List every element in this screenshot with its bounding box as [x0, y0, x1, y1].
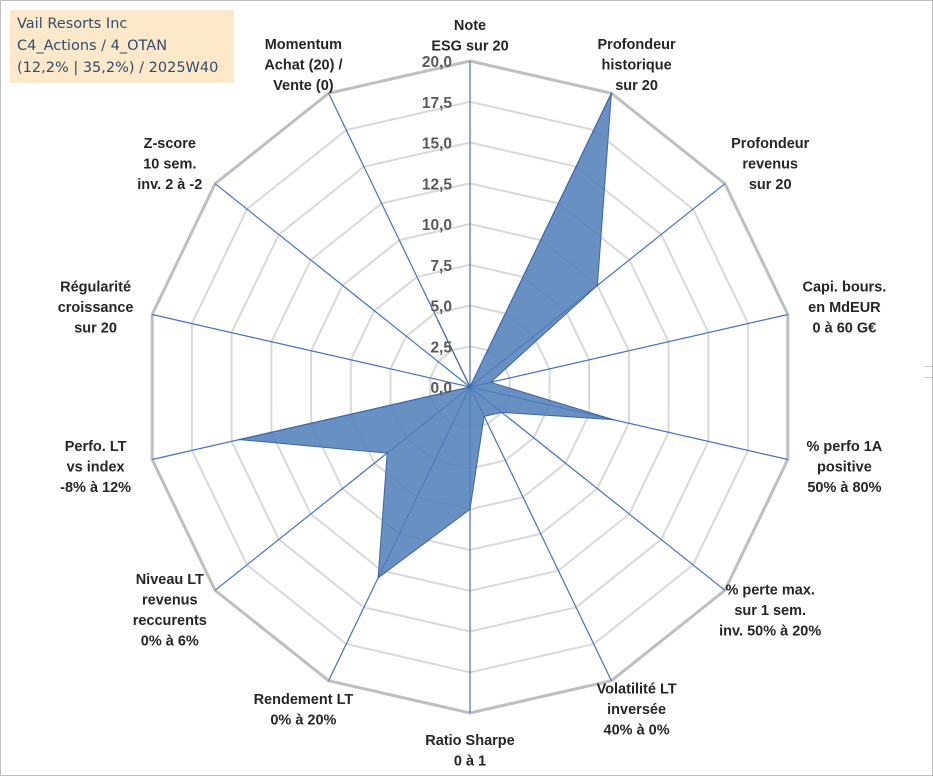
axis-label-line: inversée — [607, 702, 666, 718]
axis-label-3: Capi. bours. en MdEUR 0 à 60 G€ — [803, 280, 887, 337]
data-point-10 — [238, 438, 241, 441]
title-line-company: Vail Resorts Inc — [17, 16, 128, 32]
axis-label-line: revenus — [742, 157, 798, 173]
axis-label-line: vs index — [67, 459, 125, 475]
axis-label-2: Profondeur revenus sur 20 — [731, 136, 809, 193]
axis-label-line: historique — [602, 57, 672, 73]
axis-label-line: Profondeur — [598, 37, 676, 53]
spoke-12 — [214, 183, 471, 388]
spoke-6 — [469, 386, 612, 681]
axis-label-line: Niveau LT — [136, 572, 204, 588]
axis-label-line: 0 à 1 — [454, 754, 486, 770]
axis-label-line: sur 20 — [615, 78, 658, 94]
axis-label-line: Vente (0) — [273, 78, 334, 94]
axis-label-line: 0% à 6% — [141, 634, 199, 650]
axis-label-7: Ratio Sharpe 0 à 1 — [425, 733, 514, 770]
axis-label-12: Z-score 10 sem. inv. 2 à -2 — [137, 136, 202, 193]
tick-label-0: 0,0 — [430, 380, 452, 397]
data-point-7 — [469, 508, 471, 511]
data-point-5 — [501, 411, 503, 414]
axis-label-line: inv. 50% à 20% — [719, 623, 821, 639]
title-line-stats: (12,2% | 35,2%) / 2025W40 — [17, 60, 219, 76]
tick-label-5: 12,5 — [422, 176, 453, 193]
axis-label-line: reccurents — [133, 613, 207, 629]
spoke-3 — [469, 313, 788, 388]
axis-label-line: sur 20 — [74, 321, 117, 337]
axis-label-line: croissance — [58, 300, 134, 316]
axis-label-line: Perfo. LT — [65, 439, 127, 455]
axis-label-10: Perfo. LT vs index -8% à 12% — [60, 439, 131, 496]
axis-label-line: % perfo 1A — [807, 439, 883, 455]
axis-label-line: 40% à 0% — [604, 723, 670, 739]
axis-label-line: Z-score — [144, 136, 196, 152]
series-layer — [238, 92, 614, 579]
axis-label-8: Rendement LT 0% à 20% — [254, 692, 354, 729]
axis-label-5: % perte max. sur 1 sem. inv. 50% à 20% — [719, 582, 821, 639]
data-point-4 — [612, 418, 614, 421]
axis-label-line: Profondeur — [731, 136, 809, 152]
data-point-9 — [386, 452, 389, 454]
data-point-8 — [377, 577, 379, 579]
tick-label-8: 20,0 — [422, 54, 452, 71]
axis-label-line: sur 1 sem. — [734, 603, 806, 619]
data-point-3 — [489, 381, 492, 384]
tick-label-7: 17,5 — [422, 95, 453, 112]
tick-label-1: 2,5 — [430, 339, 452, 356]
axis-label-line: revenus — [142, 593, 198, 609]
spoke-11 — [152, 313, 471, 388]
axis-label-line: en MdEUR — [808, 300, 881, 316]
axis-label-line: Capi. bours. — [803, 280, 887, 296]
data-point-13 — [437, 320, 440, 322]
resize-handle[interactable] — [924, 366, 932, 378]
axis-label-line: inv. 2 à -2 — [137, 177, 202, 193]
axis-label-line: 10 sem. — [143, 157, 196, 173]
axis-label-line: 50% à 80% — [807, 480, 881, 496]
tick-label-2: 5,0 — [430, 299, 452, 316]
axis-label-4: % perfo 1A positive 50% à 80% — [807, 439, 883, 496]
chart-title-box: Vail Resorts Inc C4_Actions / 4_OTAN (12… — [10, 10, 234, 83]
spoke-5 — [469, 386, 726, 591]
axis-label-line: -8% à 12% — [60, 480, 131, 496]
tick-label-4: 10,0 — [422, 217, 452, 234]
axis-label-line: % perte max. — [725, 582, 814, 598]
data-point-1 — [610, 92, 613, 95]
axis-label-line: ESG sur 20 — [431, 39, 508, 55]
axis-label-13: Momentum Achat (20) / Vente (0) — [264, 37, 342, 94]
axis-label-line: Note — [454, 18, 486, 34]
axis-label-line: Momentum — [265, 37, 342, 53]
axis-label-line: Ratio Sharpe — [425, 733, 514, 749]
axis-label-9: Niveau LT revenus reccurents 0% à 6% — [133, 572, 207, 650]
data-point-2 — [596, 284, 599, 287]
axis-label-line: 0% à 20% — [270, 713, 336, 729]
axis-label-line: positive — [817, 459, 872, 475]
axis-label-line: Volatilité LT — [597, 682, 677, 698]
axis-label-line: 0 à 60 G€ — [813, 321, 877, 337]
axis-label-1: Profondeur historique sur 20 — [598, 37, 676, 94]
data-point-12 — [469, 386, 471, 388]
axis-label-line: Régularité — [60, 280, 131, 296]
axis-label-line: sur 20 — [749, 177, 792, 193]
axis-label-0: Note ESG sur 20 — [431, 18, 508, 55]
axis-label-layer: Note ESG sur 20 Profondeur historique sur 20… — [58, 18, 887, 770]
title-line-category: C4_Actions / 4_OTAN — [17, 38, 168, 54]
axis-label-line: Achat (20) / — [264, 57, 342, 73]
tick-label-6: 15,0 — [422, 136, 452, 153]
axis-label-11: Régularité croissance sur 20 — [58, 280, 134, 337]
tick-label-3: 7,5 — [430, 258, 452, 275]
axis-label-6: Volatilité LT inversée 40% à 0% — [597, 682, 677, 739]
series-area — [239, 92, 614, 579]
tick-label-layer: 0,0 2,5 5,0 7,5 10,0 12,5 15,0 17,5 20,0 — [422, 54, 453, 397]
axis-label-line: Rendement LT — [254, 692, 354, 708]
data-point-6 — [483, 415, 485, 418]
